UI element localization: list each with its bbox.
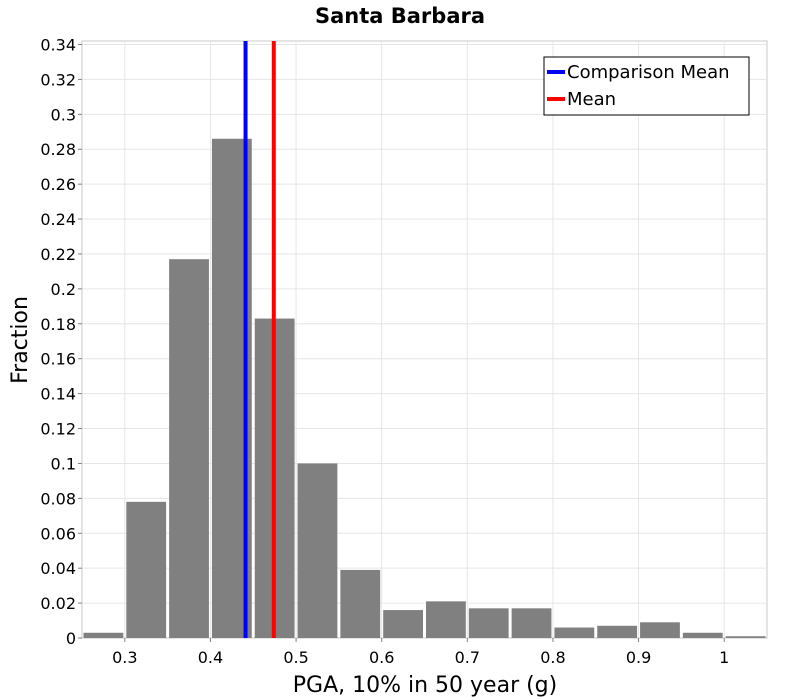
y-tick-label: 0.3 [51, 105, 76, 124]
y-tick-label: 0.2 [51, 280, 76, 299]
y-tick-label: 0.1 [51, 454, 76, 473]
reference-lines [243, 41, 276, 638]
x-tick-label: 0.9 [626, 648, 651, 667]
histogram-bar [468, 608, 509, 638]
x-tick-label: 0.3 [112, 648, 137, 667]
histogram-bar [511, 608, 552, 638]
histogram-bar [340, 569, 381, 638]
y-tick-label: 0.34 [40, 35, 76, 54]
y-tick-label: 0.04 [40, 559, 76, 578]
y-tick-label: 0.32 [40, 70, 76, 89]
x-tick-label: 0.5 [283, 648, 308, 667]
legend: Comparison Mean Mean [543, 56, 750, 116]
y-tick-label: 0.12 [40, 420, 76, 439]
y-tick-label: 0.06 [40, 524, 76, 543]
histogram-bar [597, 625, 638, 638]
x-tick-label: 0.7 [455, 648, 480, 667]
y-tick-label: 0.24 [40, 210, 76, 229]
y-tick-label: 0 [66, 629, 76, 648]
histogram-bar [640, 622, 680, 638]
y-tick-label: 0.28 [40, 140, 76, 159]
y-tick-label: 0.22 [40, 245, 76, 264]
y-axis-ticks: 0 0.02 0.04 0.06 0.08 0.1 0.12 0.14 0.16 0.18 0.2 0… [40, 35, 82, 648]
y-tick-label: 0.14 [40, 385, 76, 404]
x-axis-title: PGA, 10% in 50 year (g) [293, 673, 557, 698]
histogram-bar [83, 632, 124, 638]
histogram-bar [554, 627, 595, 638]
y-tick-label: 0.18 [40, 315, 76, 334]
histogram-bar [426, 601, 466, 638]
chart-title: Santa Barbara [315, 4, 485, 28]
legend-label-comparison-mean: Comparison Mean [567, 62, 730, 83]
x-tick-label: 0.4 [198, 648, 223, 667]
x-tick-label: 0.6 [369, 648, 394, 667]
histogram-bar [126, 501, 167, 638]
histogram-bar [725, 636, 766, 638]
y-tick-label: 0.26 [40, 175, 76, 194]
histogram-bar [682, 632, 723, 638]
y-tick-label: 0.08 [40, 489, 76, 508]
histogram-bar [297, 463, 338, 638]
histogram-bar [383, 610, 423, 638]
x-axis-ticks: 0.3 0.4 0.5 0.6 0.7 0.8 0.9 1 [112, 638, 729, 667]
x-tick-label: 1 [719, 648, 729, 667]
y-axis-title: Fraction [8, 296, 33, 384]
y-tick-label: 0.16 [40, 350, 76, 369]
x-tick-label: 0.8 [540, 648, 565, 667]
legend-label-mean: Mean [567, 89, 616, 110]
y-tick-label: 0.02 [40, 594, 76, 613]
legend-box [543, 56, 750, 116]
histogram-bar [169, 259, 209, 638]
